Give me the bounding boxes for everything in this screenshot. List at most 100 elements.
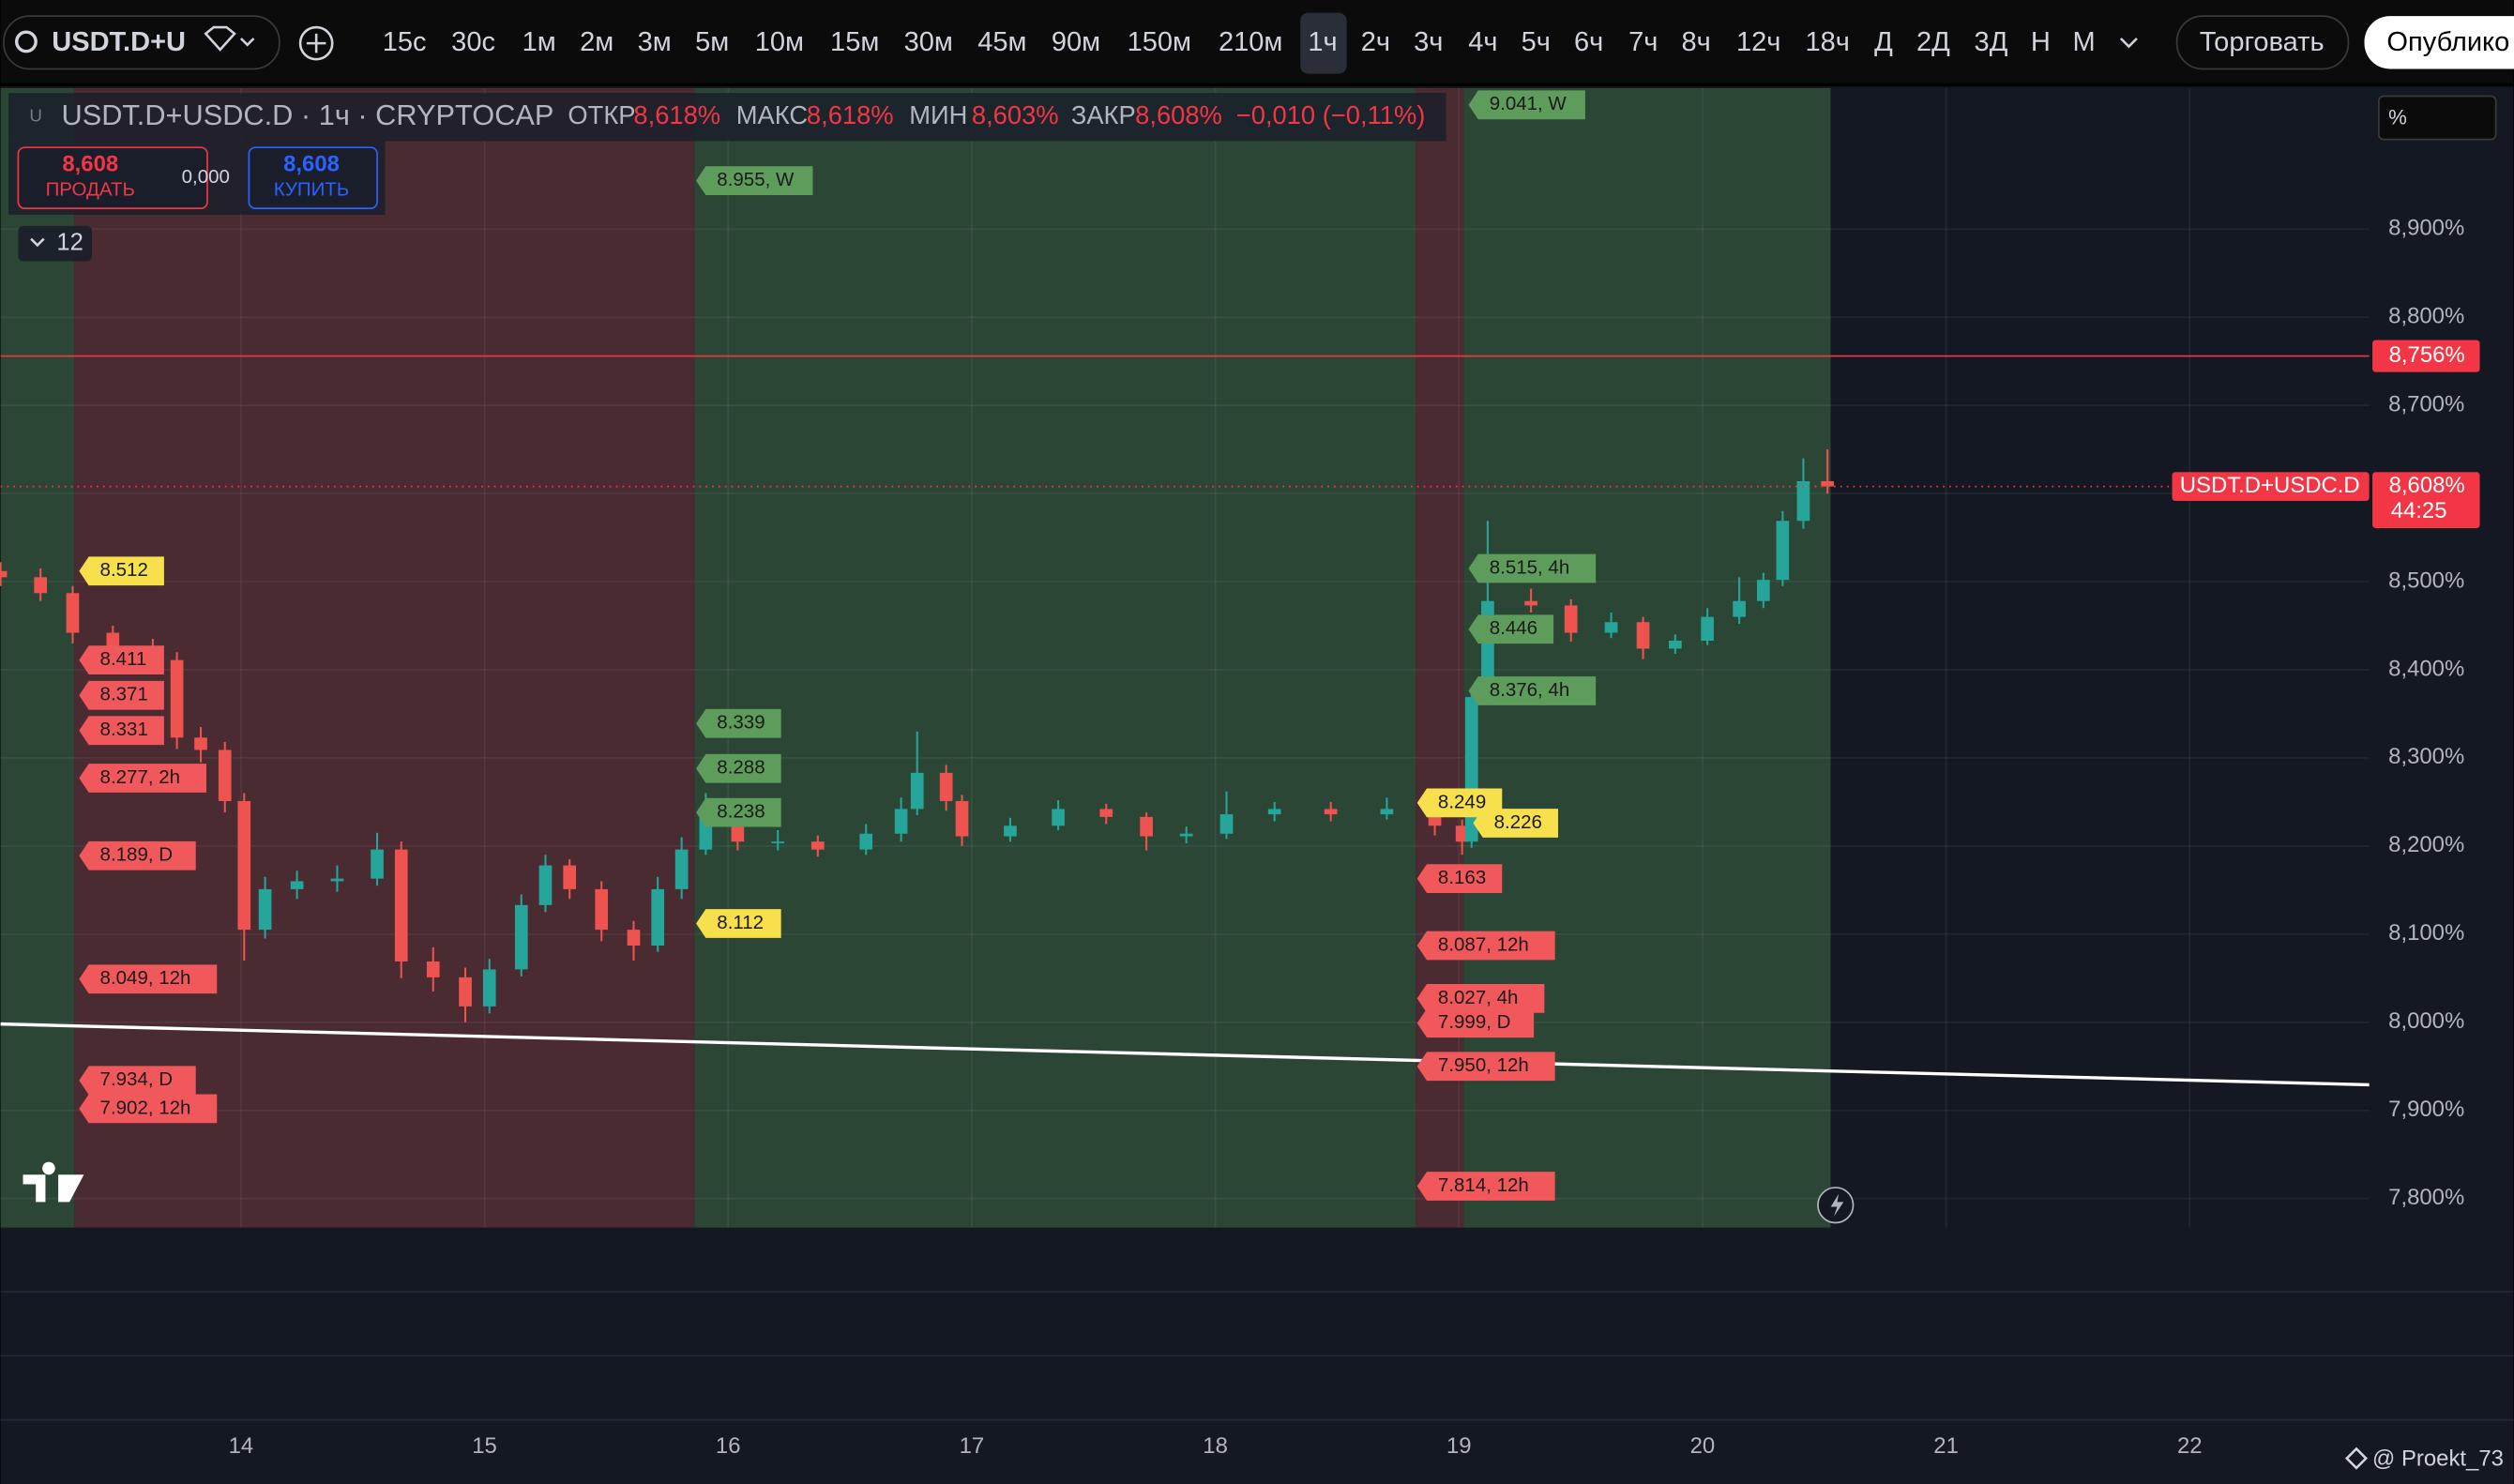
interval[interactable]: 7ч	[1628, 27, 1658, 57]
candle-body	[627, 930, 641, 946]
interval[interactable]: 210м	[1219, 27, 1282, 57]
watermark-icon	[2344, 1446, 2369, 1470]
more-intervals[interactable]	[2119, 38, 2138, 49]
candle-body	[170, 659, 184, 738]
compare-button[interactable]	[298, 25, 334, 61]
legend-title[interactable]: USDT.D+USDC.D · 1ч · CRYPTOCAP	[62, 98, 554, 131]
candle-body	[1219, 814, 1234, 834]
interval[interactable]: 6ч	[1574, 27, 1603, 57]
interval[interactable]: 150м	[1128, 27, 1191, 57]
level-flag	[696, 909, 781, 938]
interval[interactable]: 3ч	[1414, 27, 1443, 57]
watermark: @ Proekt_73	[2372, 1446, 2504, 1472]
candle-body	[910, 772, 924, 810]
scale-mode-label[interactable]: %	[2388, 105, 2407, 129]
level-flag	[1416, 984, 1545, 1013]
interval[interactable]: 3м	[638, 27, 672, 57]
buy-button[interactable]	[248, 146, 378, 209]
interval[interactable]: М	[2072, 27, 2095, 57]
candle-body	[0, 570, 8, 578]
interval[interactable]: 15м	[830, 27, 879, 57]
interval[interactable]: 8ч	[1681, 27, 1710, 57]
interval[interactable]: 18ч	[1805, 27, 1849, 57]
buy-label[interactable]: КУПИТЬ	[274, 179, 350, 201]
level-label: 8.249	[1438, 791, 1486, 812]
interval[interactable]: 15с	[383, 27, 427, 57]
interval[interactable]: 4ч	[1468, 27, 1497, 57]
symbol[interactable]: USDT.D+U	[52, 27, 186, 57]
interval[interactable]: Д	[1874, 27, 1893, 57]
interval[interactable]: 2ч	[1361, 27, 1390, 57]
interval[interactable]: 30м	[904, 27, 953, 57]
interval[interactable]: 3Д	[1975, 27, 2008, 57]
level-label: 7.814, 12h	[1438, 1174, 1529, 1196]
buy-price[interactable]: 8,608	[283, 151, 340, 176]
y-tick-label: 8,800%	[2388, 304, 2464, 329]
level-flag	[79, 840, 196, 871]
y-tick-label: 8,000%	[2388, 1008, 2464, 1034]
candle-body	[258, 888, 272, 931]
close-label: ЗАКР	[1071, 100, 1136, 129]
candle-body	[1052, 809, 1065, 826]
sell-label[interactable]: ПРОДАТЬ	[46, 179, 135, 201]
level-flag	[79, 964, 218, 994]
interval[interactable]: 90м	[1052, 27, 1100, 57]
level-flag	[696, 708, 781, 738]
candle-body	[330, 878, 344, 882]
level-label: 8.288	[717, 757, 765, 779]
high-value: 8,618%	[807, 100, 894, 129]
level-label: 8.049, 12h	[100, 967, 191, 989]
publish-button[interactable]	[2364, 16, 2514, 69]
interval[interactable]: 10м	[755, 27, 804, 57]
open-value: 8,618%	[633, 100, 720, 129]
trade-button[interactable]	[2175, 15, 2350, 70]
trade-label[interactable]: Торговать	[2200, 27, 2325, 57]
level-label: 8.027, 4h	[1438, 987, 1519, 1008]
y-tick-label: 8,200%	[2388, 832, 2464, 857]
scale-mode[interactable]	[2378, 95, 2497, 141]
interval[interactable]: 5ч	[1522, 27, 1551, 57]
level-flag	[79, 680, 164, 710]
level-flag	[1473, 809, 1558, 838]
sell-button[interactable]	[17, 146, 208, 209]
x-tick-label: 17	[960, 1433, 985, 1459]
interval[interactable]: 12ч	[1736, 27, 1780, 57]
y-tick-label: 8,400%	[2388, 656, 2464, 681]
level-flag	[696, 753, 781, 783]
publish-label[interactable]: Опублико	[2386, 27, 2509, 57]
symbol-tag	[2172, 472, 2370, 501]
signal-zone	[1416, 87, 1464, 1228]
symbol-search[interactable]	[3, 15, 280, 70]
level-flag	[1416, 1052, 1555, 1082]
level-label: 8.955, W	[717, 169, 795, 190]
level-label: 8.446	[1490, 617, 1537, 639]
candle-body	[1757, 580, 1770, 601]
change-value: −0,010 (−0,11%)	[1236, 100, 1426, 129]
symbol-icon: U	[29, 106, 42, 126]
level-flag	[1468, 90, 1585, 120]
candle-body	[1733, 600, 1746, 617]
interval[interactable]: 1ч	[1308, 27, 1337, 57]
interval[interactable]: 1м	[522, 27, 556, 57]
interval[interactable]: Н	[2031, 27, 2051, 57]
level-label: 8.238	[717, 801, 765, 823]
menu-icon[interactable]	[204, 25, 255, 52]
indicators-count[interactable]: 12	[56, 229, 83, 255]
interval[interactable]: 2м	[580, 27, 613, 57]
candle-body	[1604, 622, 1618, 633]
candle-body	[1099, 809, 1113, 817]
indicators-toggle[interactable]	[18, 225, 92, 262]
candle-body	[810, 841, 825, 850]
sell-price[interactable]: 8,608	[62, 151, 118, 176]
candle-body	[218, 750, 232, 801]
level-flag	[1416, 1008, 1535, 1038]
candle-body	[955, 800, 969, 837]
interval[interactable]: 45м	[977, 27, 1026, 57]
level-flag	[1468, 676, 1597, 705]
level-label: 8.331	[100, 719, 148, 740]
interval[interactable]: 5м	[695, 27, 729, 57]
interval[interactable]: 2Д	[1916, 27, 1950, 57]
interval[interactable]: 30с	[451, 27, 495, 57]
